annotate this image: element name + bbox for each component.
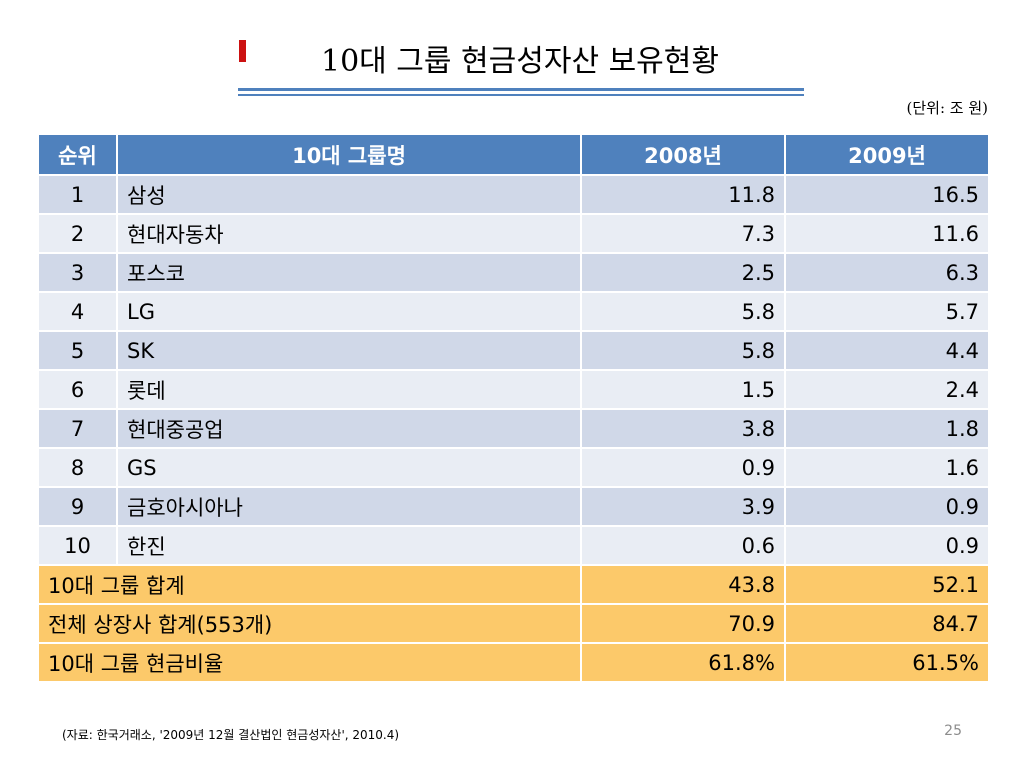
row-value-2008: 2.5 [580,252,786,293]
row-value-2009: 16.5 [784,174,990,215]
row-value-2009: 6.3 [784,252,990,293]
title-underline [238,88,804,91]
row-group-name: 현대자동차 [116,213,582,254]
summary-value-2009: 52.1 [784,564,990,605]
table-row: 2 현대자동차 7.3 11.6 [37,213,990,254]
summary-row: 10대 그룹 합계 43.8 52.1 [37,564,990,605]
row-group-name: 금호아시아나 [116,486,582,527]
cash-assets-table: 순위 10대 그룹명 2008년 2009년 1 삼성 11.8 16.5 2 현대자동차… [37,133,990,683]
summary-row: 전체 상장사 합계(553개) 70.9 84.7 [37,603,990,644]
row-value-2008: 0.9 [580,447,786,488]
row-value-2009: 0.9 [784,486,990,527]
row-rank: 4 [37,291,118,332]
row-group-name: LG [116,291,582,332]
table-header-row: 순위 10대 그룹명 2008년 2009년 [37,133,990,176]
page-number: 25 [944,723,962,739]
row-rank: 9 [37,486,118,527]
source-note: (자료: 한국거래소, '2009년 12월 결산법인 현금성자산', 2010… [62,728,400,742]
summary-value-2008: 43.8 [580,564,786,605]
row-group-name: SK [116,330,582,371]
table-row: 8 GS 0.9 1.6 [37,447,990,488]
table-row: 5 SK 5.8 4.4 [37,330,990,371]
summary-label: 전체 상장사 합계(553개) [37,603,582,644]
summary-value-2008: 61.8% [580,642,786,683]
header-group-name: 10대 그룹명 [116,133,582,176]
row-value-2009: 11.6 [784,213,990,254]
table-row: 3 포스코 2.5 6.3 [37,252,990,293]
table-row: 1 삼성 11.8 16.5 [37,174,990,215]
row-group-name: 한진 [116,525,582,566]
unit-label: (단위: 조 원) [906,99,989,117]
table-row: 9 금호아시아나 3.9 0.9 [37,486,990,527]
row-value-2008: 0.6 [580,525,786,566]
row-value-2009: 2.4 [784,369,990,410]
row-rank: 2 [37,213,118,254]
summary-value-2009: 84.7 [784,603,990,644]
summary-row: 10대 그룹 현금비율 61.8% 61.5% [37,642,990,683]
row-value-2008: 5.8 [580,291,786,332]
table-row: 4 LG 5.8 5.7 [37,291,990,332]
row-rank: 1 [37,174,118,215]
row-value-2009: 4.4 [784,330,990,371]
row-group-name: 삼성 [116,174,582,215]
row-value-2008: 1.5 [580,369,786,410]
row-value-2008: 11.8 [580,174,786,215]
row-value-2009: 1.8 [784,408,990,449]
row-value-2009: 5.7 [784,291,990,332]
row-rank: 3 [37,252,118,293]
row-group-name: GS [116,447,582,488]
row-rank: 8 [37,447,118,488]
row-value-2009: 0.9 [784,525,990,566]
slide-title: 10대 그룹 현금성자산 보유현황 [321,44,719,79]
header-rank: 순위 [37,133,118,176]
row-group-name: 포스코 [116,252,582,293]
row-value-2008: 3.9 [580,486,786,527]
row-rank: 7 [37,408,118,449]
summary-value-2009: 61.5% [784,642,990,683]
row-value-2008: 7.3 [580,213,786,254]
row-rank: 6 [37,369,118,410]
row-value-2008: 5.8 [580,330,786,371]
row-value-2009: 1.6 [784,447,990,488]
table-row: 6 롯데 1.5 2.4 [37,369,990,410]
summary-label: 10대 그룹 합계 [37,564,582,605]
table-row: 7 현대중공업 3.8 1.8 [37,408,990,449]
row-rank: 5 [37,330,118,371]
header-2008: 2008년 [580,133,786,176]
row-value-2008: 3.8 [580,408,786,449]
summary-value-2008: 70.9 [580,603,786,644]
table-row: 10 한진 0.6 0.9 [37,525,990,566]
row-rank: 10 [37,525,118,566]
row-group-name: 현대중공업 [116,408,582,449]
header-2009: 2009년 [784,133,990,176]
row-group-name: 롯데 [116,369,582,410]
title-accent-mark [239,40,246,62]
summary-label: 10대 그룹 현금비율 [37,642,582,683]
title-underline-secondary [238,94,804,96]
